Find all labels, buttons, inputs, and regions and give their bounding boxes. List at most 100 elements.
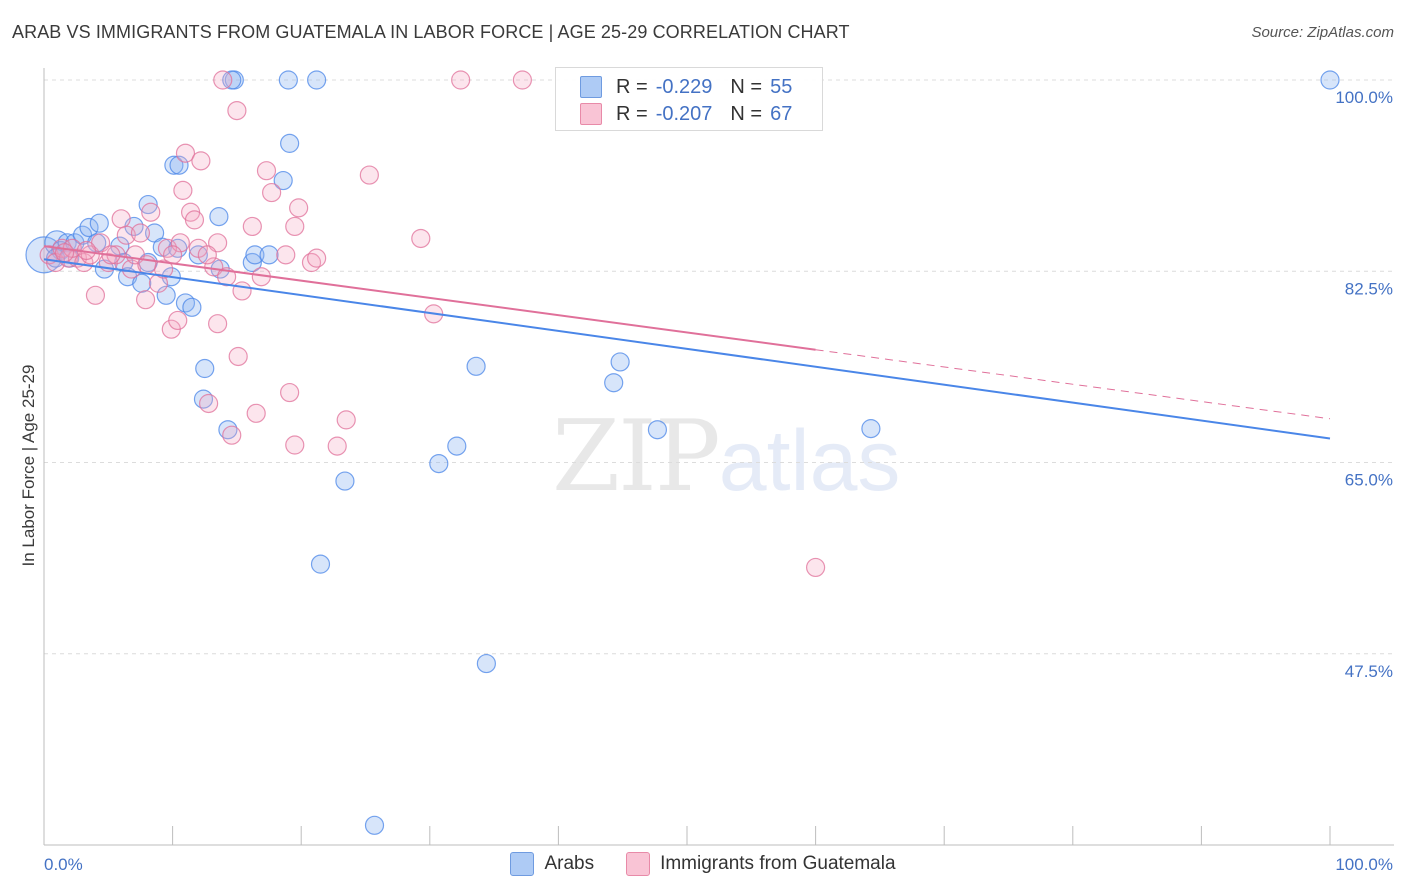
guatemala-point — [242, 216, 262, 237]
guatemala-trend-line — [43, 245, 816, 351]
y-axis-label: In Labor Force | Age 25-29 — [19, 365, 38, 567]
guatemala-point — [280, 382, 300, 403]
arabs-point — [1320, 70, 1340, 90]
x-tick-label-min: 0.0% — [44, 855, 83, 874]
legend-n-label: N = — [730, 75, 763, 98]
source-label: Source: ZipAtlas.com — [1251, 24, 1394, 41]
legend-row-arabs: R = -0.229 N = 55 — [580, 75, 792, 99]
arabs-point — [169, 155, 189, 175]
series-swatch-arabs — [510, 852, 535, 876]
legend-n-value: 55 — [770, 75, 793, 98]
guatemala-point — [805, 557, 826, 578]
arabs-point — [132, 273, 152, 293]
guatemala-point — [184, 210, 205, 230]
guatemala-point — [173, 180, 193, 200]
y-tick-label: 100.0% — [1335, 88, 1393, 107]
guatemala-point — [168, 310, 188, 331]
guatemala-point — [327, 436, 347, 456]
guatemala-point — [289, 198, 309, 218]
guatemala-point — [191, 151, 211, 171]
arabs-point — [447, 436, 467, 456]
arabs-point — [259, 245, 279, 265]
arabs-point — [604, 373, 624, 393]
guatemala-point — [175, 143, 196, 163]
guatemala-point — [130, 223, 151, 243]
guatemala-point — [232, 281, 252, 301]
guatemala-point — [411, 228, 431, 249]
series-legend-guatemala[interactable]: Immigrants from Guatemala — [626, 852, 896, 876]
guatemala-point — [199, 393, 219, 414]
arabs-point — [278, 70, 298, 90]
arabs-point — [245, 245, 265, 265]
guatemala-point — [135, 290, 156, 310]
guatemala-point — [170, 233, 190, 253]
y-tick-label: 47.5% — [1345, 662, 1393, 681]
guatemala-point — [85, 285, 106, 305]
guatemala-point — [141, 202, 161, 222]
guatemala-point — [246, 403, 266, 423]
guatemala-point — [512, 70, 532, 90]
arabs-point — [335, 471, 355, 491]
arabs-point — [138, 194, 158, 215]
series-legend: Arabs Immigrants from Guatemala — [0, 852, 1406, 876]
arabs-point — [307, 70, 327, 90]
guatemala-point — [163, 245, 183, 265]
guatemala-point — [74, 252, 94, 273]
arabs-point — [242, 252, 262, 273]
guatemala-point — [256, 161, 277, 181]
legend-n-value: 67 — [770, 102, 793, 125]
arabs-point — [466, 356, 486, 376]
guatemala-trend-line-extension — [815, 349, 1331, 420]
chart-title: ARAB VS IMMIGRANTS FROM GUATEMALA IN LAB… — [12, 22, 850, 42]
guatemala-point — [307, 248, 327, 268]
guatemala-point — [227, 100, 247, 121]
watermark-atlas: atlas — [718, 413, 901, 509]
legend-r-value: -0.229 — [655, 75, 713, 98]
arabs-point — [156, 285, 176, 305]
series-label-arabs: Arabs — [544, 853, 595, 874]
legend-r-value: -0.207 — [655, 102, 713, 125]
series-label-guatemala: Immigrants from Guatemala — [660, 853, 896, 874]
guatemala-point — [359, 165, 379, 185]
legend-row-guatemala: R = -0.207 N = 67 — [580, 102, 792, 126]
guatemala-point — [121, 259, 142, 279]
x-tick-label-max: 100.0% — [1335, 855, 1393, 874]
arabs-point — [861, 419, 881, 439]
y-tick-label: 65.0% — [1345, 471, 1393, 490]
series-legend-arabs[interactable]: Arabs — [510, 852, 594, 876]
guatemala-point — [54, 243, 75, 263]
arabs-point — [610, 352, 630, 372]
arabs-point — [195, 358, 215, 379]
legend-r-label: R = — [616, 102, 648, 125]
arabs-point — [182, 297, 202, 317]
arabs-trend-line — [43, 258, 1331, 440]
legend-r-label: R = — [616, 75, 648, 98]
arabs-point — [647, 420, 668, 440]
series-swatch-guatemala — [626, 852, 651, 876]
guatemala-point — [451, 70, 471, 90]
watermark-zip: ZIP — [552, 400, 721, 514]
arabs-point — [164, 155, 184, 175]
guatemala-point — [285, 216, 305, 237]
guatemala-point — [222, 425, 242, 445]
guatemala-point — [285, 435, 305, 455]
guatemala-point — [111, 209, 131, 229]
arabs-point — [429, 453, 449, 474]
legend-n-label: N = — [730, 102, 763, 125]
guatemala-point — [336, 410, 356, 430]
arabs-point — [364, 815, 385, 835]
arabs-point — [79, 217, 99, 238]
legend-swatch-arabs — [580, 76, 602, 98]
arabs-point — [273, 170, 293, 191]
guatemala-point — [262, 182, 282, 203]
y-tick-label: 82.5% — [1345, 279, 1393, 298]
arabs-point — [476, 653, 496, 674]
arabs-point — [310, 554, 331, 574]
arabs-point — [280, 133, 300, 153]
guatemala-point — [208, 314, 228, 334]
guatemala-point — [276, 245, 296, 265]
legend-swatch-guatemala — [580, 103, 602, 125]
guatemala-point — [116, 225, 136, 245]
watermark: ZIPatlas — [552, 400, 900, 514]
